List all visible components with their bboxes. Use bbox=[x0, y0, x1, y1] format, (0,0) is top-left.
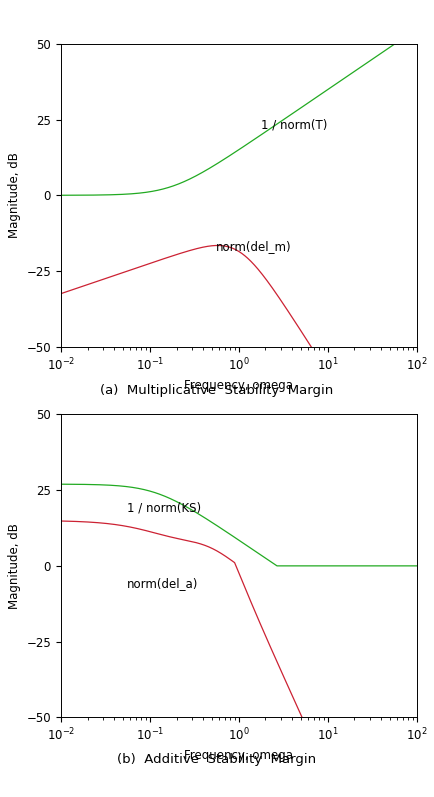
Y-axis label: Magnitude, dB: Magnitude, dB bbox=[8, 523, 21, 609]
Text: norm(del_a): norm(del_a) bbox=[127, 577, 198, 590]
Text: 1 / norm(KS): 1 / norm(KS) bbox=[127, 501, 201, 514]
Y-axis label: Magnitude, dB: Magnitude, dB bbox=[8, 152, 21, 238]
Text: norm(del_m): norm(del_m) bbox=[216, 240, 291, 253]
Text: 1 / norm(T): 1 / norm(T) bbox=[261, 119, 328, 132]
Text: (a)  Multiplicative  Stability  Margin: (a) Multiplicative Stability Margin bbox=[100, 384, 334, 397]
X-axis label: Frequency, omega: Frequency, omega bbox=[184, 379, 293, 391]
Text: (b)  Additive  Stability  Margin: (b) Additive Stability Margin bbox=[118, 753, 316, 766]
X-axis label: Frequency, omega: Frequency, omega bbox=[184, 749, 293, 762]
